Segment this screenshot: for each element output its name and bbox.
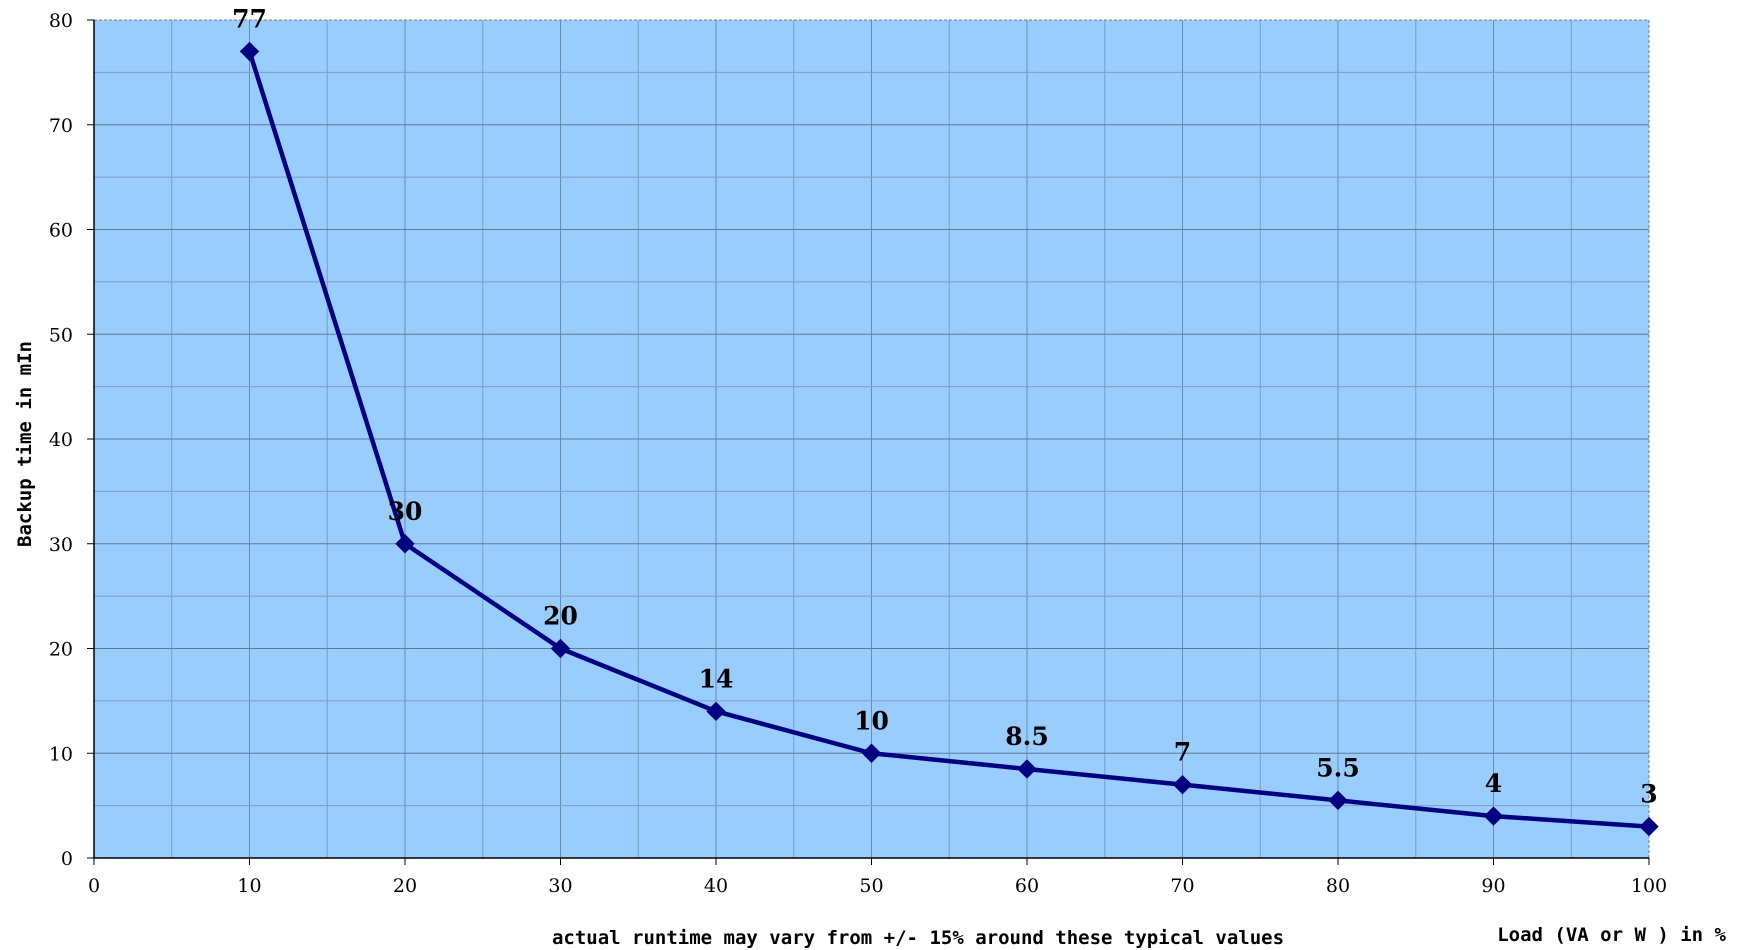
y-tick-label: 80	[49, 10, 73, 32]
footnote: actual runtime may vary from +/- 15% aro…	[552, 927, 1284, 949]
x-tick-label: 10	[237, 875, 261, 897]
series-markers	[239, 41, 1659, 837]
x-tick-label: 50	[859, 875, 883, 897]
y-axis: 0 10 20 30 40 50 60 70 80	[49, 10, 95, 870]
y-tick-label: 20	[49, 639, 73, 661]
x-tick-label: 20	[393, 875, 417, 897]
data-label: 5.5	[1316, 753, 1360, 782]
x-axis: 0 10 20 30 40 50 60 70 80 90 100	[88, 857, 1667, 897]
data-point-marker	[1328, 790, 1348, 811]
x-tick-label: 60	[1015, 875, 1039, 897]
data-label: 10	[854, 706, 889, 735]
x-tick-label: 80	[1326, 875, 1350, 897]
data-point-marker	[706, 701, 726, 722]
data-label: 77	[232, 4, 267, 33]
x-tick-label: 100	[1631, 875, 1667, 897]
data-point-marker	[550, 638, 571, 659]
series-line	[247, 50, 1650, 829]
x-tick-label: 70	[1170, 875, 1194, 897]
data-label: 30	[388, 497, 423, 526]
data-point-marker	[861, 743, 882, 763]
data-label: 3	[1640, 780, 1657, 809]
x-tick-label: 40	[704, 875, 728, 897]
data-label: 8.5	[1005, 722, 1049, 751]
data-point-marker	[1639, 816, 1659, 837]
y-axis-title: Backup time in mIn	[14, 341, 36, 547]
data-point-marker	[1172, 774, 1193, 795]
data-label: 7	[1174, 738, 1191, 767]
data-point-marker	[239, 41, 260, 62]
x-axis-title: Load (VA or W ) in %	[1497, 924, 1726, 946]
y-tick-label: 0	[61, 848, 73, 870]
data-point-marker	[1017, 759, 1037, 779]
data-labels: 77 30 20 14 10 8.5 7 5.5 4 3	[232, 4, 1658, 808]
y-tick-label: 30	[49, 534, 73, 556]
data-label: 20	[543, 602, 578, 631]
data-label: 14	[699, 664, 734, 693]
y-tick-label: 50	[49, 324, 73, 346]
data-point-marker	[395, 534, 415, 554]
x-tick-label: 90	[1481, 875, 1505, 897]
y-tick-label: 60	[49, 220, 73, 242]
x-tick-label: 0	[88, 875, 100, 897]
data-label: 4	[1485, 769, 1502, 798]
x-tick-label: 30	[548, 875, 572, 897]
y-tick-label: 10	[49, 743, 73, 765]
data-point-marker	[1483, 806, 1504, 826]
y-tick-label: 40	[49, 429, 73, 451]
y-tick-label: 70	[49, 115, 73, 137]
